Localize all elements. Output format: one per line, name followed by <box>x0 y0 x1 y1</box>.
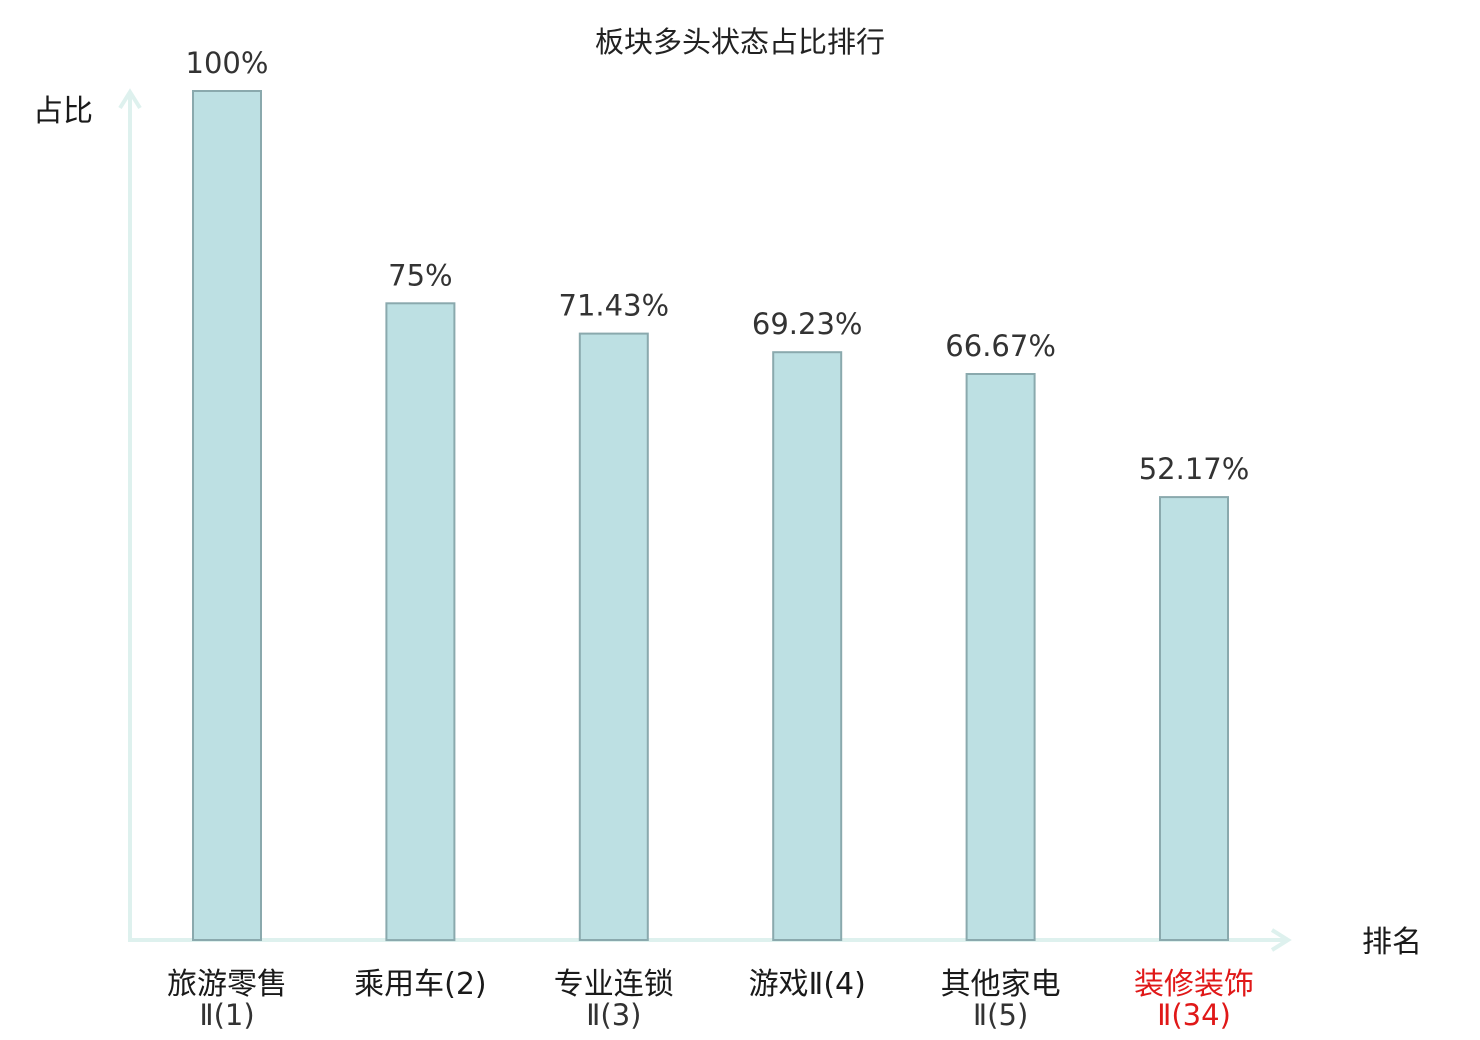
bar-value-label: 71.43% <box>559 289 670 323</box>
category-label: 乘用车(2) <box>354 967 487 1002</box>
bar <box>578 332 649 942</box>
bar-value-label: 100% <box>186 46 269 80</box>
x-axis-arrow <box>1270 928 1292 952</box>
category-label: 旅游零售 <box>167 967 287 1002</box>
chart-title: 板块多头状态占比排行 <box>595 25 885 59</box>
category-label-line2: Ⅱ(5) <box>973 998 1028 1032</box>
category-label-line2: Ⅱ(34) <box>1157 998 1231 1032</box>
bar <box>1159 496 1229 941</box>
bar-value-label: 75% <box>388 258 452 292</box>
category-label: 专业连锁 <box>554 967 674 1002</box>
bar <box>772 351 843 941</box>
bar <box>385 302 456 942</box>
y-axis-label: 占比 <box>33 94 93 129</box>
category-label: 装修装饰 <box>1134 967 1254 1002</box>
bar <box>965 373 1036 941</box>
bar-value-label: 69.23% <box>752 307 863 341</box>
bar <box>192 90 262 941</box>
x-axis-label: 排名 <box>1362 925 1422 960</box>
category-label-line2: Ⅱ(3) <box>586 998 641 1032</box>
category-label-line2: Ⅱ(1) <box>199 998 254 1032</box>
category-label: 其他家电 <box>941 967 1061 1002</box>
bar-value-label: 66.67% <box>945 329 1056 363</box>
bar-value-label: 52.17% <box>1139 452 1250 486</box>
category-label: 游戏Ⅱ(4) <box>749 967 866 1002</box>
y-axis-arrow <box>118 88 142 110</box>
